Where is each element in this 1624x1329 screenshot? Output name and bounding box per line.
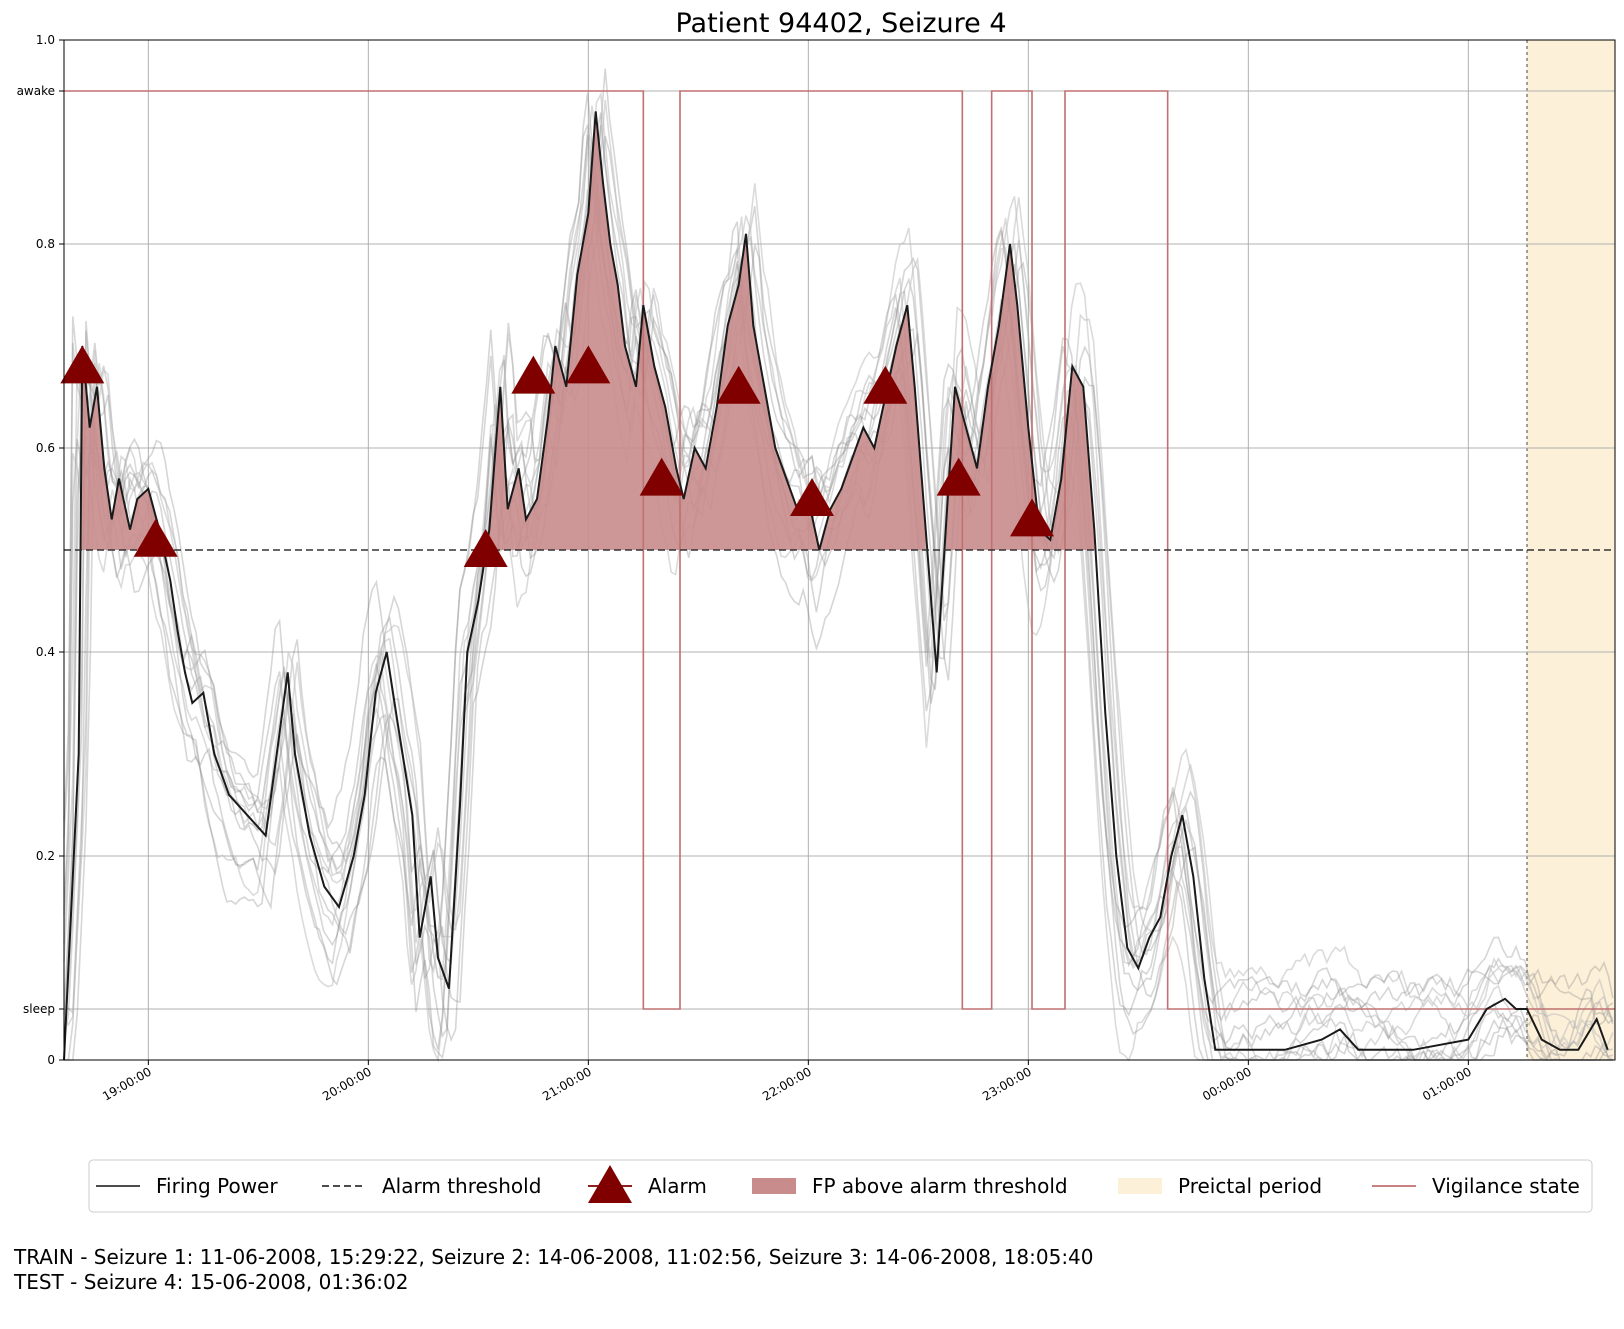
ensemble-trace — [63, 68, 1614, 1052]
ensemble-trace — [63, 124, 1614, 1061]
x-tick-label: 21:00:00 — [540, 1064, 594, 1103]
legend-box — [88, 1159, 1593, 1213]
ensemble-trace — [63, 91, 1614, 1029]
y-tick-label: 1.0 — [36, 33, 55, 47]
x-tick-label: 01:00:00 — [1420, 1064, 1474, 1103]
x-tick-label: 19:00:00 — [100, 1064, 154, 1103]
alarm-marker — [863, 365, 908, 404]
y-tick-label: awake — [17, 84, 55, 98]
legend: Firing Power Alarm threshold Alarm FP above… — [88, 1159, 1593, 1213]
y-axis: 0 sleep 0.2 0.4 0.6 0.8 awake 1.0 — [17, 33, 64, 1067]
chart: Patient 94402, Seizure 4 0 sleep 0.2 0.4 0.6… — [17, 8, 1616, 1213]
legend-label: Preictal period — [1178, 1174, 1322, 1198]
legend-label: Alarm — [648, 1174, 707, 1198]
ensemble-trace — [63, 99, 1614, 1049]
alarm-marker — [790, 478, 834, 516]
ensemble-trace — [63, 189, 1613, 1063]
legend-label: Firing Power — [156, 1174, 278, 1198]
legend-label: FP above alarm threshold — [812, 1174, 1068, 1198]
ghost-traces — [63, 68, 1614, 1063]
legend-swatch — [752, 1178, 796, 1194]
fp-above-threshold-area — [945, 244, 1095, 550]
alarm-marker — [1010, 498, 1054, 537]
ensemble-trace — [63, 92, 1614, 1016]
ensemble-trace — [63, 130, 1614, 1062]
alarm-marker — [936, 457, 981, 496]
ensemble-trace — [64, 135, 1613, 1062]
x-tick-label: 22:00:00 — [760, 1064, 814, 1103]
alarm-marker — [716, 365, 761, 404]
alarm-marker — [133, 518, 178, 557]
y-tick-label: 0.8 — [36, 237, 55, 251]
legend-swatch — [1118, 1178, 1162, 1194]
ensemble-trace — [64, 125, 1613, 1062]
alarms — [60, 345, 1054, 567]
train-seizures-caption: TRAIN - Seizure 1: 11-06-2008, 15:29:22,… — [14, 1245, 1094, 1269]
firing-power-line — [63, 111, 1609, 1061]
legend-label: Alarm threshold — [382, 1174, 541, 1198]
chart-title: Patient 94402, Seizure 4 — [675, 8, 1006, 39]
x-axis: 19:00:00 20:00:00 21:00:00 22:00:00 23:00:00… — [100, 1060, 1474, 1104]
ensemble-trace — [63, 134, 1613, 1061]
ensemble-trace — [63, 112, 1614, 1049]
y-tick-label: 0.2 — [36, 849, 55, 863]
ensemble-trace — [63, 169, 1613, 1061]
firing-power — [63, 111, 1609, 1061]
alarm-marker — [566, 345, 611, 384]
x-tick-label: 20:00:00 — [320, 1064, 374, 1103]
legend-swatch — [588, 1165, 632, 1203]
legend-label: Vigilance state — [1432, 1174, 1580, 1198]
ensemble-trace — [63, 141, 1614, 1062]
x-tick-label: 23:00:00 — [980, 1064, 1034, 1103]
fp-above-threshold-area — [487, 111, 926, 551]
alarm-marker — [639, 457, 684, 496]
test-seizure-caption: TEST - Seizure 4: 15-06-2008, 01:36:02 — [14, 1270, 409, 1294]
y-tick-label: 0.4 — [36, 645, 55, 659]
alarm-marker — [511, 355, 556, 394]
alarm-marker — [463, 529, 508, 567]
y-tick-label: 0 — [47, 1053, 55, 1067]
alarm-marker — [60, 345, 105, 384]
y-tick-label: sleep — [23, 1002, 55, 1016]
fp-above-threshold — [80, 111, 1095, 551]
y-tick-label: 0.6 — [36, 441, 55, 455]
plot-frame — [63, 39, 1616, 1061]
fp-above-threshold-area — [80, 346, 163, 550]
x-tick-label: 00:00:00 — [1200, 1064, 1254, 1103]
